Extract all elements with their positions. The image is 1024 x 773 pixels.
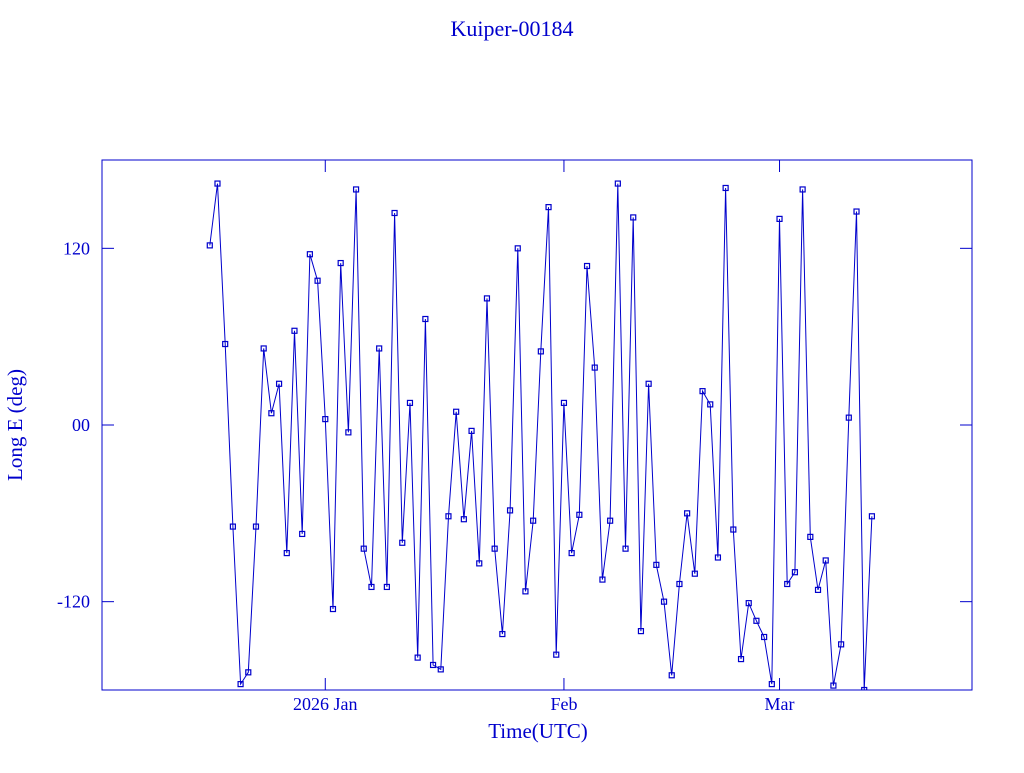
point-marker bbox=[822, 557, 829, 564]
point-marker bbox=[214, 180, 221, 187]
point-marker bbox=[322, 416, 329, 423]
x-axis-label: Time(UTC) bbox=[488, 719, 588, 743]
point-marker bbox=[314, 277, 321, 284]
point-marker bbox=[622, 545, 629, 552]
point-marker bbox=[607, 517, 614, 524]
point-marker bbox=[476, 560, 483, 567]
point-marker bbox=[506, 507, 514, 514]
point-marker bbox=[868, 513, 876, 520]
y-tick-label: -120 bbox=[57, 592, 90, 612]
point-marker bbox=[807, 533, 814, 540]
point-marker bbox=[499, 630, 506, 638]
point-marker bbox=[222, 340, 229, 348]
point-marker bbox=[437, 666, 444, 673]
point-marker bbox=[722, 184, 729, 192]
x-tick-label: Mar bbox=[765, 694, 795, 714]
point-marker bbox=[483, 295, 491, 302]
point-marker bbox=[530, 517, 537, 524]
point-marker bbox=[260, 345, 267, 352]
point-marker bbox=[614, 180, 621, 187]
point-marker bbox=[229, 523, 236, 530]
point-marker bbox=[660, 598, 668, 605]
point-marker bbox=[468, 427, 475, 434]
point-marker bbox=[707, 401, 714, 408]
point-marker bbox=[799, 186, 806, 193]
point-marker bbox=[861, 686, 868, 690]
point-marker bbox=[853, 208, 860, 215]
point-marker bbox=[376, 345, 383, 352]
point-marker bbox=[283, 549, 290, 557]
point-marker bbox=[360, 545, 367, 552]
point-marker bbox=[383, 583, 390, 591]
point-marker bbox=[845, 414, 852, 421]
point-marker bbox=[691, 570, 698, 577]
point-marker bbox=[206, 242, 213, 249]
point-marker bbox=[776, 215, 783, 222]
point-marker bbox=[291, 327, 298, 334]
point-marker bbox=[337, 259, 344, 267]
point-marker bbox=[676, 580, 683, 588]
point-marker bbox=[653, 561, 660, 568]
point-marker bbox=[368, 583, 375, 591]
point-marker bbox=[399, 539, 406, 546]
point-marker bbox=[699, 388, 706, 395]
x-tick-label: Feb bbox=[550, 694, 577, 714]
x-tick-label: 2026 Jan bbox=[293, 694, 358, 714]
point-marker bbox=[299, 530, 306, 538]
point-marker bbox=[553, 651, 560, 658]
point-marker bbox=[568, 549, 575, 557]
y-tick-label: 120 bbox=[63, 238, 90, 258]
point-marker bbox=[391, 209, 398, 217]
point-marker bbox=[637, 628, 645, 635]
point-marker bbox=[429, 661, 437, 669]
plot-area bbox=[206, 180, 876, 690]
point-marker bbox=[522, 588, 529, 595]
point-marker bbox=[491, 545, 498, 552]
series-line bbox=[209, 183, 873, 690]
point-marker bbox=[784, 580, 791, 588]
point-marker bbox=[668, 672, 675, 679]
point-marker bbox=[745, 600, 752, 607]
point-marker bbox=[576, 511, 583, 518]
point-marker bbox=[252, 523, 260, 530]
point-marker bbox=[422, 315, 429, 323]
point-marker bbox=[306, 251, 313, 258]
chart-title: Kuiper-00184 bbox=[451, 16, 574, 41]
point-marker bbox=[737, 655, 745, 663]
point-marker bbox=[814, 586, 822, 593]
point-marker bbox=[237, 681, 244, 688]
point-marker bbox=[537, 348, 544, 355]
point-marker bbox=[630, 214, 637, 221]
point-marker bbox=[414, 654, 421, 661]
point-marker bbox=[345, 429, 352, 436]
point-marker bbox=[645, 380, 652, 387]
point-marker bbox=[599, 576, 606, 583]
point-marker bbox=[838, 641, 845, 648]
point-marker bbox=[245, 669, 252, 676]
point-marker bbox=[583, 262, 591, 270]
point-marker bbox=[791, 569, 799, 576]
point-marker bbox=[445, 513, 452, 520]
point-marker bbox=[591, 364, 598, 371]
point-marker bbox=[560, 399, 568, 407]
point-marker bbox=[545, 204, 552, 211]
point-marker bbox=[453, 408, 460, 415]
point-marker bbox=[761, 633, 768, 641]
point-marker bbox=[460, 516, 467, 523]
point-marker bbox=[406, 399, 414, 407]
point-marker bbox=[352, 186, 360, 193]
point-marker bbox=[714, 554, 722, 561]
point-marker bbox=[268, 410, 275, 417]
point-marker bbox=[329, 605, 337, 613]
point-marker bbox=[830, 682, 837, 689]
point-marker bbox=[684, 510, 691, 517]
point-marker bbox=[753, 617, 760, 624]
point-marker bbox=[730, 526, 737, 533]
point-marker bbox=[768, 681, 775, 688]
point-marker bbox=[275, 380, 283, 387]
y-tick-label: 00 bbox=[72, 415, 90, 435]
y-axis-label: Long E (deg) bbox=[3, 369, 27, 481]
point-marker bbox=[514, 245, 521, 252]
